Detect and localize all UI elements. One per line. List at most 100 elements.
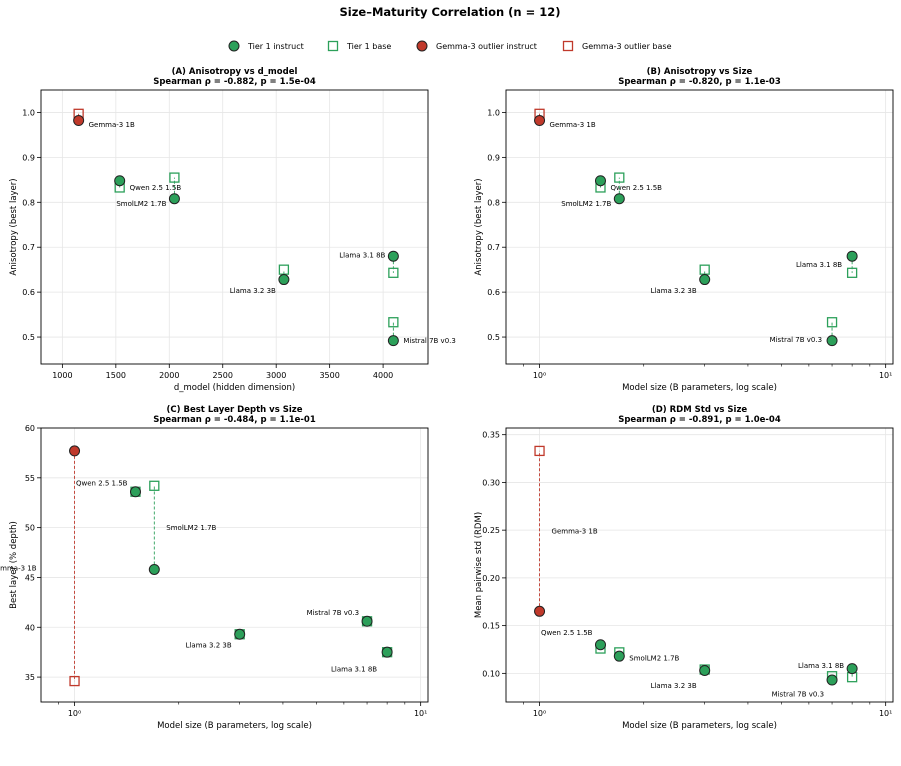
y-tick-label: 0.35 <box>482 431 500 440</box>
legend-marker <box>416 40 428 52</box>
legend-entry: Gemma-3 outlier base <box>562 40 672 52</box>
instruct-point <box>534 115 546 127</box>
x-tick-label: 10⁰ <box>533 371 546 380</box>
instruct-point <box>613 193 625 205</box>
instruct-point <box>594 639 606 651</box>
point-label: Mistral 7B v0.3 <box>403 337 455 345</box>
instruct-point <box>168 193 180 205</box>
point-label: Gemma-3 1B <box>0 564 37 572</box>
x-tick-label: 1500 <box>106 371 126 380</box>
figure-title: Size–Maturity Correlation (n = 12) <box>339 5 560 19</box>
instruct-point <box>234 628 246 640</box>
x-tick-label: 3500 <box>319 371 339 380</box>
axes-frame <box>40 427 429 703</box>
axes-frame <box>505 427 894 703</box>
legend-label: Gemma-3 outlier base <box>582 42 672 51</box>
x-tick-label: 10⁰ <box>533 709 546 718</box>
point-label: Llama 3.1 8B <box>339 252 385 260</box>
legend-marker <box>562 40 574 52</box>
point-label: Llama 3.2 3B <box>186 642 232 650</box>
instruct-point <box>826 674 838 686</box>
legend-marker <box>228 40 240 52</box>
panel-subtitle: Spearman ρ = -0.882, p = 1.5e-04 <box>153 77 316 87</box>
point-label: Llama 3.1 8B <box>796 261 842 269</box>
point-label: Mistral 7B v0.3 <box>772 691 824 699</box>
instruct-point <box>534 605 546 617</box>
panel-subtitle: Spearman ρ = -0.484, p = 1.1e-01 <box>153 415 316 425</box>
instruct-point <box>387 335 399 347</box>
point-label: Qwen 2.5 1.5B <box>130 184 182 192</box>
x-tick-label: 10¹ <box>414 709 427 718</box>
legend-label: Gemma-3 outlier instruct <box>436 42 537 51</box>
x-axis-label: d_model (hidden dimension) <box>174 383 295 393</box>
instruct-point <box>846 663 858 675</box>
legend-entry: Tier 1 base <box>327 40 391 52</box>
point-label: Llama 3.2 3B <box>230 287 276 295</box>
instruct-point <box>846 250 858 262</box>
base-point <box>169 172 180 183</box>
instruct-point <box>69 445 81 457</box>
point-label: Gemma-3 1B <box>89 121 135 129</box>
y-tick-label: 0.7 <box>487 243 500 252</box>
base-point <box>614 172 625 183</box>
panel-subtitle: Spearman ρ = -0.891, p = 1.0e-04 <box>618 415 781 425</box>
point-label: Llama 3.1 8B <box>798 662 844 670</box>
instruct-point <box>826 335 838 347</box>
point-label: Qwen 2.5 1.5B <box>541 629 593 637</box>
legend-label: Tier 1 instruct <box>247 42 304 51</box>
instruct-point <box>114 175 126 187</box>
legend-marker <box>327 40 339 52</box>
data-points: Gemma-3 1B Qwen 2.5 1.5B SmolLM2 1.7B Llama… <box>73 108 456 347</box>
y-tick-label: 0.8 <box>487 198 500 207</box>
y-tick-label: 45 <box>25 573 35 582</box>
x-tick-label: 10¹ <box>879 371 892 380</box>
x-tick-label: 2500 <box>213 371 233 380</box>
data-points: Gemma-3 1B Qwen 2.5 1.5B SmolLM2 1.7B Llama… <box>534 445 858 699</box>
axes-frame <box>505 89 894 365</box>
base-point <box>826 317 838 328</box>
instruct-point <box>148 563 160 575</box>
point-label: Mistral 7B v0.3 <box>770 336 822 344</box>
instruct-point <box>613 650 625 662</box>
y-axis-label: Anisotropy (best layer) <box>9 178 19 275</box>
data-points: Gemma-3 1B Qwen 2.5 1.5B SmolLM2 1.7B Llama… <box>0 445 393 687</box>
point-label: Qwen 2.5 1.5B <box>610 184 662 192</box>
base-point <box>388 317 399 328</box>
base-point <box>534 445 545 457</box>
x-tick-label: 2000 <box>159 371 179 380</box>
instruct-point <box>699 274 711 286</box>
x-axis-label: Model size (B parameters, log scale) <box>622 721 777 731</box>
x-tick-label: 10¹ <box>879 709 892 718</box>
y-tick-label: 1.0 <box>487 108 500 117</box>
y-tick-label: 0.6 <box>22 288 35 297</box>
y-tick-label: 0.30 <box>482 478 500 487</box>
y-tick-label: 0.9 <box>487 153 500 162</box>
x-tick-label: 4000 <box>373 371 393 380</box>
y-tick-label: 0.5 <box>487 333 500 342</box>
x-axis-label: Model size (B parameters, log scale) <box>622 383 777 393</box>
y-tick-label: 0.9 <box>22 153 35 162</box>
legend-entry: Tier 1 instruct <box>228 40 304 52</box>
instruct-point <box>361 615 373 627</box>
point-label: Qwen 2.5 1.5B <box>76 479 128 487</box>
base-point <box>69 675 80 687</box>
point-label: Llama 3.2 3B <box>651 682 697 690</box>
point-label: Gemma-3 1B <box>550 121 596 129</box>
x-tick-label: 3000 <box>266 371 286 380</box>
point-label: SmolLM2 1.7B <box>116 200 166 208</box>
x-axis-label: Model size (B parameters, log scale) <box>157 721 312 731</box>
point-label: SmolLM2 1.7B <box>166 524 216 532</box>
y-tick-label: 0.8 <box>22 198 35 207</box>
point-label: SmolLM2 1.7B <box>561 200 611 208</box>
axes-frame <box>40 89 429 365</box>
y-tick-label: 50 <box>25 524 35 533</box>
y-tick-label: 0.15 <box>482 622 500 631</box>
x-tick-label: 10⁰ <box>68 709 81 718</box>
instruct-point <box>278 274 290 286</box>
y-axis-label: Best layer (% depth) <box>9 521 19 609</box>
